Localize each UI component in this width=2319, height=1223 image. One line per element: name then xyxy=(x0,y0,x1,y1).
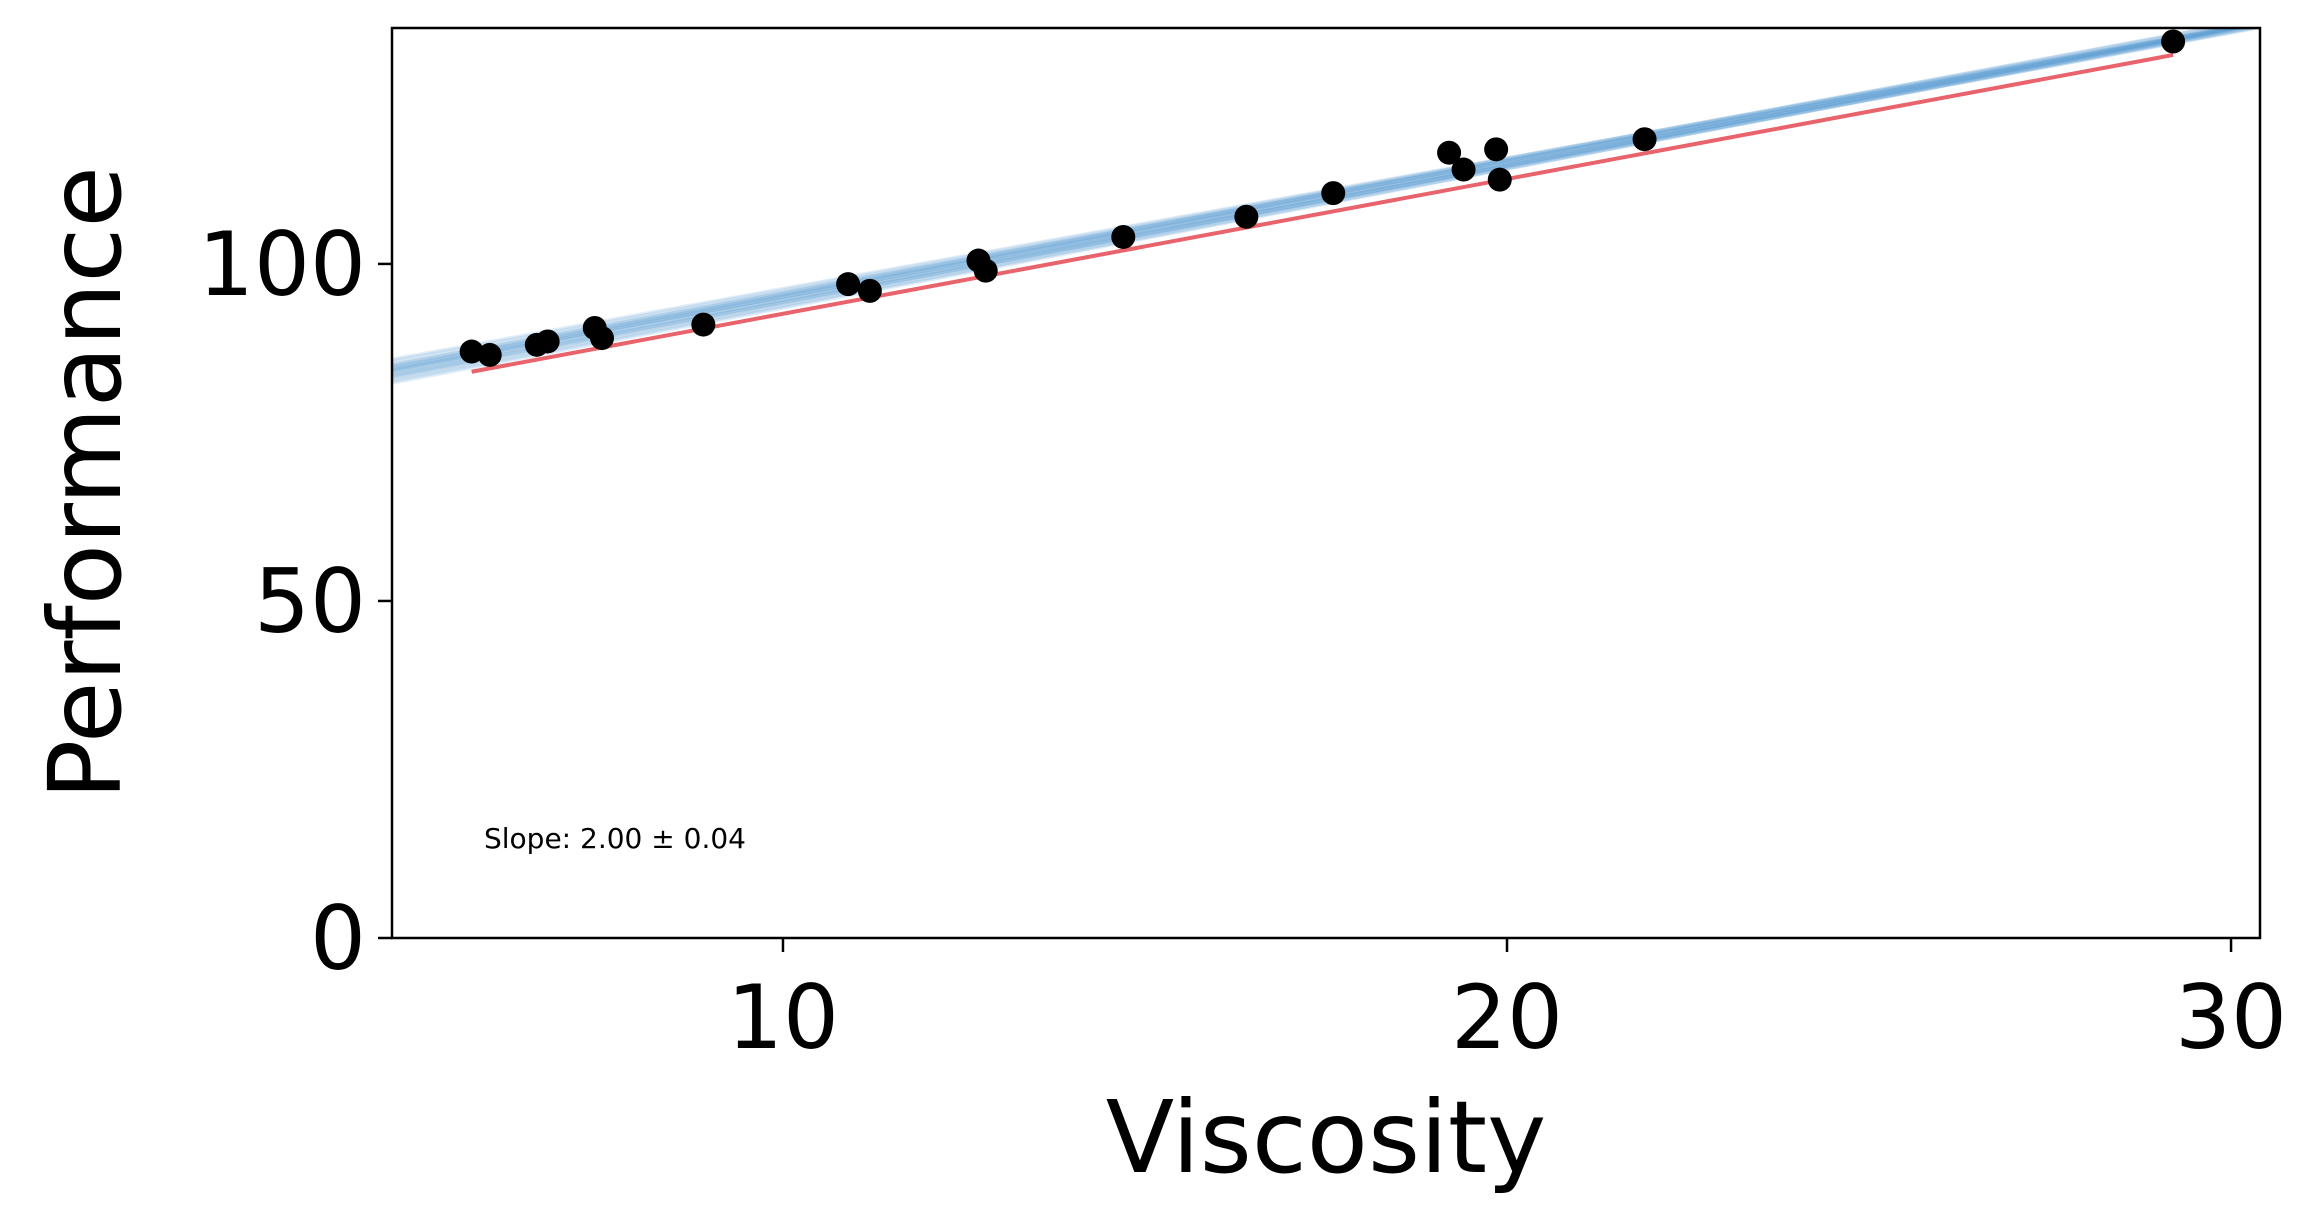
y-axis: 0 50 100 xyxy=(198,213,392,990)
x-axis: 10 20 30 xyxy=(727,938,2287,1069)
x-tick-label: 10 xyxy=(727,966,839,1069)
data-point xyxy=(1321,181,1346,206)
y-axis-label: Performance xyxy=(27,166,144,800)
y-tick-label: 100 xyxy=(198,213,366,316)
data-point xyxy=(1632,127,1657,152)
data-point xyxy=(973,258,998,283)
data-point xyxy=(459,339,484,364)
x-axis-label: Viscosity xyxy=(1106,1079,1547,1196)
data-point xyxy=(1484,137,1509,162)
data-point xyxy=(857,278,882,303)
data-point xyxy=(477,342,502,367)
y-tick-label: 0 xyxy=(310,887,366,990)
data-point xyxy=(1437,140,1462,165)
y-tick-label: 50 xyxy=(254,550,366,653)
true-regression-line xyxy=(471,52,2174,374)
data-point xyxy=(1487,167,1512,192)
data-point xyxy=(2161,29,2186,54)
data-point xyxy=(836,272,861,297)
slope-annotation: Slope: 2.00 ± 0.04 xyxy=(484,822,746,855)
data-point xyxy=(1451,157,1476,182)
plot-frame xyxy=(390,26,2262,940)
data-point xyxy=(1111,224,1136,249)
data-point xyxy=(691,312,716,337)
data-point xyxy=(1234,204,1259,229)
data-point xyxy=(535,329,560,354)
data-point xyxy=(589,326,614,351)
x-tick-label: 20 xyxy=(1451,966,1563,1069)
data-points xyxy=(459,29,2186,367)
x-tick-label: 30 xyxy=(2175,966,2287,1069)
true-line-layer xyxy=(471,52,2174,374)
